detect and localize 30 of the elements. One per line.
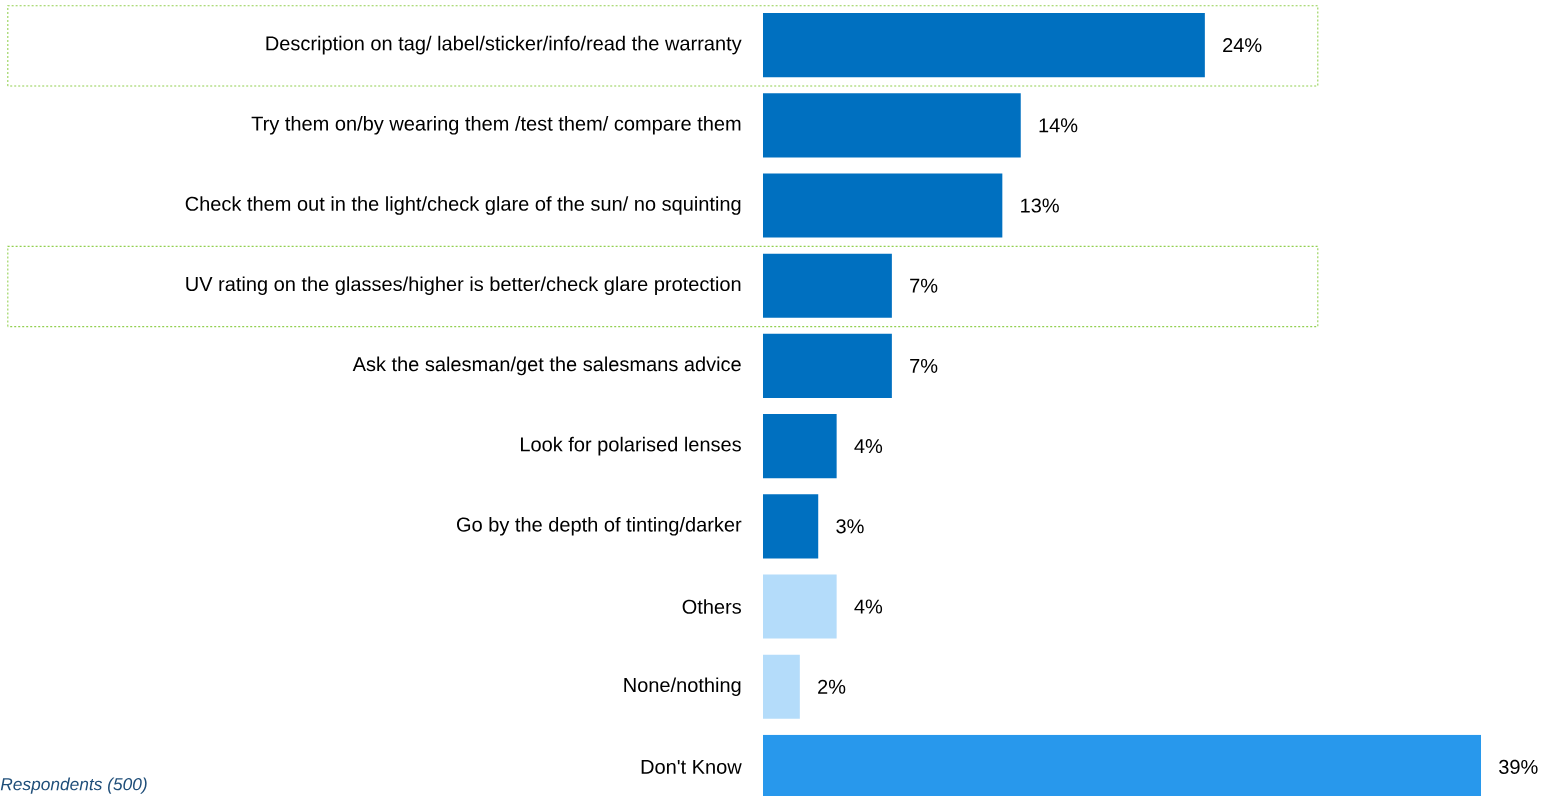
data-label: 2% bbox=[818, 679, 846, 694]
data-label: 7% bbox=[910, 358, 938, 373]
y-tick-label: Don't Know bbox=[641, 759, 742, 774]
data-label: 7% bbox=[910, 278, 938, 293]
bar bbox=[763, 13, 1205, 78]
y-tick-label: Others bbox=[682, 599, 741, 614]
y-tick-label: UV rating on the glasses/higher is better/check glare protection bbox=[186, 276, 741, 296]
y-tick-label: Description on tag/ label/sticker/info/read the warranty bbox=[266, 35, 742, 55]
data-label: 13% bbox=[1021, 198, 1059, 213]
bar bbox=[763, 494, 819, 559]
y-tick-label: Look for polarised lenses bbox=[521, 436, 741, 456]
data-label: 14% bbox=[1039, 118, 1078, 133]
text: Respondents (500) bbox=[0, 777, 147, 794]
bar bbox=[763, 414, 837, 479]
bar bbox=[763, 173, 1003, 238]
data-label: 4% bbox=[854, 439, 883, 454]
y-tick-label: Ask the salesman/get the salesmans advice bbox=[352, 356, 741, 376]
y-tick-label: Go by the depth of tinting/darker bbox=[457, 516, 742, 536]
data-label: 4% bbox=[854, 599, 883, 614]
bar bbox=[763, 333, 892, 398]
data-label: 24% bbox=[1223, 38, 1262, 53]
data-label: 3% bbox=[836, 519, 864, 534]
y-tick-label: Try them on/by wearing them /test them/ compare them bbox=[251, 115, 741, 135]
bar bbox=[763, 654, 800, 719]
bar bbox=[763, 253, 892, 318]
data-label: 39% bbox=[1499, 759, 1538, 774]
y-tick-label: None/nothing bbox=[624, 677, 741, 697]
bar bbox=[763, 93, 1021, 158]
y-tick-label: Check them out in the light/check glare of the sun/ no squinting bbox=[185, 196, 741, 215]
bar bbox=[763, 574, 837, 639]
